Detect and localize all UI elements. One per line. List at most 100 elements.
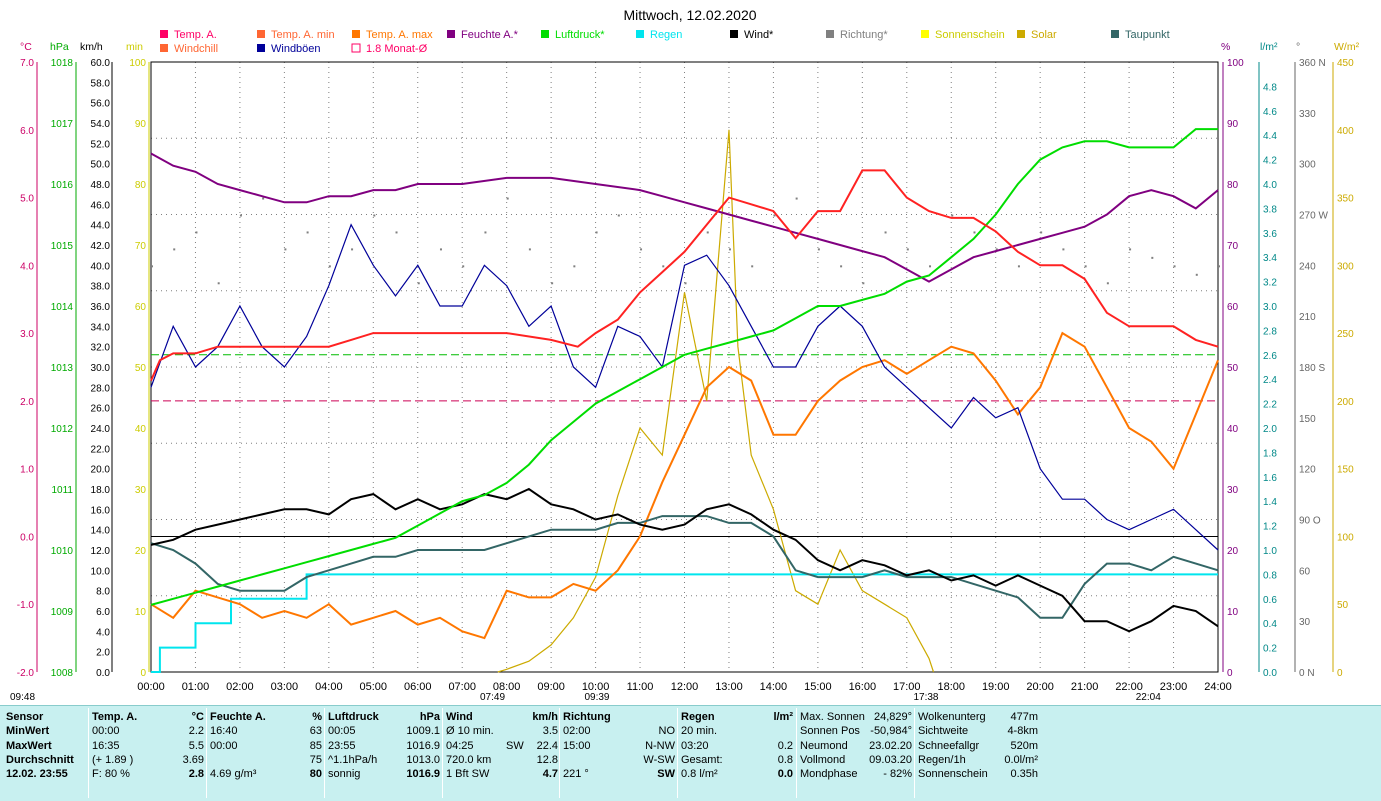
- rain-hourly-label: Regen/1h: [918, 753, 966, 766]
- snowline-value: 520m: [1010, 739, 1038, 752]
- axis-tick-pressure: 1015: [51, 241, 74, 252]
- axis-tick-rain: 2.0: [1263, 424, 1277, 435]
- axis-tick-rain: 4.6: [1263, 107, 1277, 118]
- axis-unit-solar: W/m²: [1334, 41, 1360, 53]
- wind-beaufort: 1 Bft SW: [446, 768, 490, 781]
- direction-point: [1106, 282, 1109, 285]
- axis-tick-rain: 2.4: [1263, 375, 1277, 386]
- direction-header: Richtung: [563, 711, 611, 723]
- wind-header: Wind: [446, 711, 473, 723]
- axis-tick-sunmin: 90: [135, 119, 147, 130]
- series-line: [151, 573, 1218, 673]
- x-tick-label: 04:00: [315, 681, 343, 693]
- chart-legend: Temp. A. Temp. A. min Temp. A. max Feuchte …: [160, 29, 1170, 55]
- wind-distance: 720.0 km: [446, 753, 492, 766]
- axis-tick-sunmin: 50: [135, 363, 147, 374]
- direction-point: [1084, 265, 1087, 268]
- direction-point: [684, 282, 687, 285]
- x-tick-label: 02:00: [226, 681, 254, 693]
- marker-moon-time: 22:04: [1136, 692, 1161, 703]
- sun-max-label: Max. Sonnen: [800, 711, 865, 723]
- visibility-value: 4-8km: [1007, 725, 1038, 738]
- direction-point: [751, 265, 754, 268]
- axis-tick-solar: 250: [1337, 329, 1354, 340]
- axis-tick-wind: 8.0: [96, 587, 110, 598]
- axis-tick-rain: 0.2: [1263, 644, 1277, 655]
- axis-tick-humidity: 70: [1227, 241, 1239, 252]
- axis-tick-direction: 210: [1299, 312, 1316, 323]
- stats-sensor-column: Sensor MinWert MaxWert Durchschnitt 12.0…: [6, 710, 86, 781]
- axis-tick-wind: 16.0: [91, 505, 111, 516]
- weather-chart: Mittwoch, 12.02.2020 Temp. A. Temp. A. mi…: [10, 7, 1360, 703]
- rain-current-value: 0.0: [777, 768, 793, 781]
- direction-point: [862, 282, 865, 285]
- axis-tick-pressure: 1018: [51, 58, 74, 69]
- axis-tick-direction: 0 N: [1299, 668, 1315, 679]
- axis-tick-rain: 1.8: [1263, 448, 1277, 459]
- pressure-min-value: 1009.1: [406, 725, 440, 738]
- direction-point: [929, 265, 932, 268]
- axis-tick-temp: 6.0: [20, 126, 34, 137]
- right-axes: 10090807060504030201004.84.64.44.24.03.8…: [1222, 58, 1354, 679]
- snowline-label: Schneefallgr: [918, 739, 980, 752]
- direction-point: [1017, 265, 1020, 268]
- legend-swatch: [636, 30, 644, 38]
- axis-tick-wind: 20.0: [91, 465, 111, 476]
- axis-tick-rain: 4.4: [1263, 131, 1277, 142]
- humidity-current-value: 80: [309, 768, 322, 781]
- axis-tick-direction: 90 O: [1299, 516, 1321, 527]
- axis-tick-temp: 5.0: [20, 194, 34, 205]
- marker-sunrise-time: 07:49: [480, 692, 505, 703]
- direction-point: [151, 265, 153, 268]
- legend-label: Solar: [1031, 29, 1057, 41]
- axis-tick-direction: 330: [1299, 109, 1316, 120]
- axis-tick-direction: 300: [1299, 160, 1316, 171]
- temp-unit: °C: [191, 711, 204, 723]
- axis-tick-pressure: 1013: [51, 363, 74, 374]
- direction-current-value: SW: [657, 768, 675, 781]
- direction-point: [1173, 265, 1176, 268]
- series-line: [150, 128, 1218, 606]
- pressure-min-time: 00:05: [328, 725, 356, 738]
- axis-tick-wind: 58.0: [91, 78, 111, 89]
- axis-tick-sunmin: 80: [135, 180, 147, 191]
- axis-tick-wind: 34.0: [91, 322, 111, 333]
- legend-swatch: [1017, 30, 1025, 38]
- axis-tick-rain: 2.6: [1263, 351, 1277, 362]
- axis-tick-rain: 1.2: [1263, 522, 1277, 533]
- x-tick-label: 22:00: [1115, 681, 1143, 693]
- x-tick-label: 01:00: [182, 681, 210, 693]
- axis-tick-direction: 360 N: [1299, 58, 1326, 69]
- legend-swatch: [826, 30, 834, 38]
- temp-max-value: 5.5: [188, 739, 204, 752]
- rain-max-value: 0.2: [777, 739, 793, 752]
- axis-unit-pressure: hPa: [50, 41, 69, 53]
- stats-rain-column: Regen l/m² 20 min. 03:20 0.2 Gesamt: 0.8 0.…: [681, 710, 793, 781]
- x-tick-label: 08:00: [493, 681, 521, 693]
- axis-tick-humidity: 30: [1227, 485, 1239, 496]
- pressure-unit: hPa: [419, 711, 440, 723]
- axis-tick-wind: 2.0: [96, 648, 110, 659]
- rain-max-time: 03:20: [681, 739, 709, 752]
- axis-tick-solar: 300: [1337, 261, 1354, 272]
- axis-tick-direction: 30: [1299, 617, 1311, 628]
- axis-tick-wind: 24.0: [91, 424, 111, 435]
- visibility-label: Sichtweite: [918, 725, 969, 738]
- temp-max-time: 16:35: [92, 739, 120, 752]
- x-tick-label: 06:00: [404, 681, 432, 693]
- direction-point: [884, 231, 887, 234]
- x-tick-label: 00:00: [137, 681, 165, 693]
- marker-noon-time: 09:39: [584, 692, 609, 703]
- axis-unit-direction: °: [1296, 41, 1300, 53]
- sunshine-value: 0.35h: [1010, 768, 1038, 781]
- direction-point: [617, 214, 620, 217]
- direction-point: [484, 231, 487, 234]
- stats-wind-column: Wind km/h Ø 10 min. 3.5 04:25 SW 22.4 720.0 …: [446, 710, 558, 781]
- sun-pos-label: Sonnen Pos: [800, 725, 860, 738]
- temp-min-time: 00:00: [92, 725, 120, 738]
- axis-tick-temp: 4.0: [20, 261, 34, 272]
- axis-tick-wind: 56.0: [91, 99, 111, 110]
- direction-point: [306, 231, 309, 234]
- axis-tick-direction: 270 W: [1299, 211, 1328, 222]
- temp-avg-value: 3.69: [182, 753, 204, 766]
